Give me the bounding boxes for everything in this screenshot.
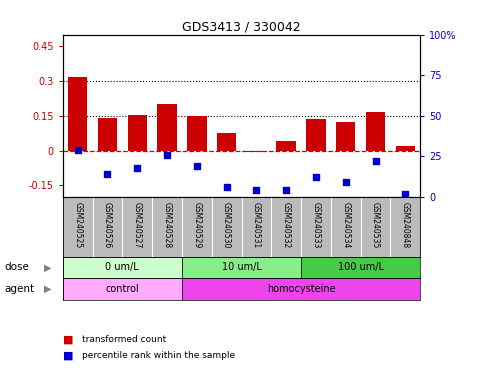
Text: GSM240526: GSM240526 — [103, 202, 112, 248]
Point — [193, 163, 201, 169]
Text: GSM240848: GSM240848 — [401, 202, 410, 248]
Bar — [63, 278, 182, 300]
Text: control: control — [105, 284, 139, 294]
Bar — [182, 278, 420, 300]
Point — [342, 179, 350, 185]
Bar — [336, 122, 355, 151]
Text: dose: dose — [5, 263, 30, 273]
Text: percentile rank within the sample: percentile rank within the sample — [82, 351, 235, 360]
Text: homocysteine: homocysteine — [267, 284, 335, 294]
Bar — [157, 104, 177, 151]
Point — [223, 184, 230, 190]
Text: transformed count: transformed count — [82, 335, 166, 344]
Point — [163, 152, 171, 158]
Bar — [306, 119, 326, 151]
Text: ▶: ▶ — [43, 263, 51, 273]
Text: GSM240533: GSM240533 — [312, 202, 320, 248]
Bar — [182, 257, 301, 278]
Text: GSM240532: GSM240532 — [282, 202, 291, 248]
Point — [74, 147, 82, 153]
Point — [133, 165, 141, 171]
Text: GSM240535: GSM240535 — [371, 202, 380, 248]
Bar — [217, 133, 236, 151]
Text: GSM240531: GSM240531 — [252, 202, 261, 248]
Title: GDS3413 / 330042: GDS3413 / 330042 — [182, 20, 301, 33]
Text: GSM240528: GSM240528 — [163, 202, 171, 248]
Bar — [63, 257, 182, 278]
Text: GSM240529: GSM240529 — [192, 202, 201, 248]
Bar — [128, 114, 147, 151]
Bar — [366, 112, 385, 151]
Text: GSM240525: GSM240525 — [73, 202, 82, 248]
Text: 0 um/L: 0 um/L — [105, 263, 139, 273]
Text: ■: ■ — [63, 335, 73, 345]
Point — [372, 158, 380, 164]
Text: 100 um/L: 100 um/L — [338, 263, 384, 273]
Bar — [98, 118, 117, 151]
Text: ▶: ▶ — [43, 284, 51, 294]
Text: GSM240530: GSM240530 — [222, 202, 231, 248]
Text: ■: ■ — [63, 350, 73, 360]
Point — [104, 171, 112, 177]
Bar — [396, 146, 415, 151]
Bar — [276, 141, 296, 151]
Text: agent: agent — [5, 284, 35, 294]
Bar — [187, 116, 207, 151]
Point — [401, 190, 409, 197]
Point — [253, 187, 260, 194]
Bar — [68, 78, 87, 151]
Bar — [247, 151, 266, 152]
Text: 10 um/L: 10 um/L — [222, 263, 261, 273]
Text: GSM240534: GSM240534 — [341, 202, 350, 248]
Text: GSM240527: GSM240527 — [133, 202, 142, 248]
Bar — [301, 257, 420, 278]
Point — [282, 187, 290, 194]
Point — [312, 174, 320, 180]
